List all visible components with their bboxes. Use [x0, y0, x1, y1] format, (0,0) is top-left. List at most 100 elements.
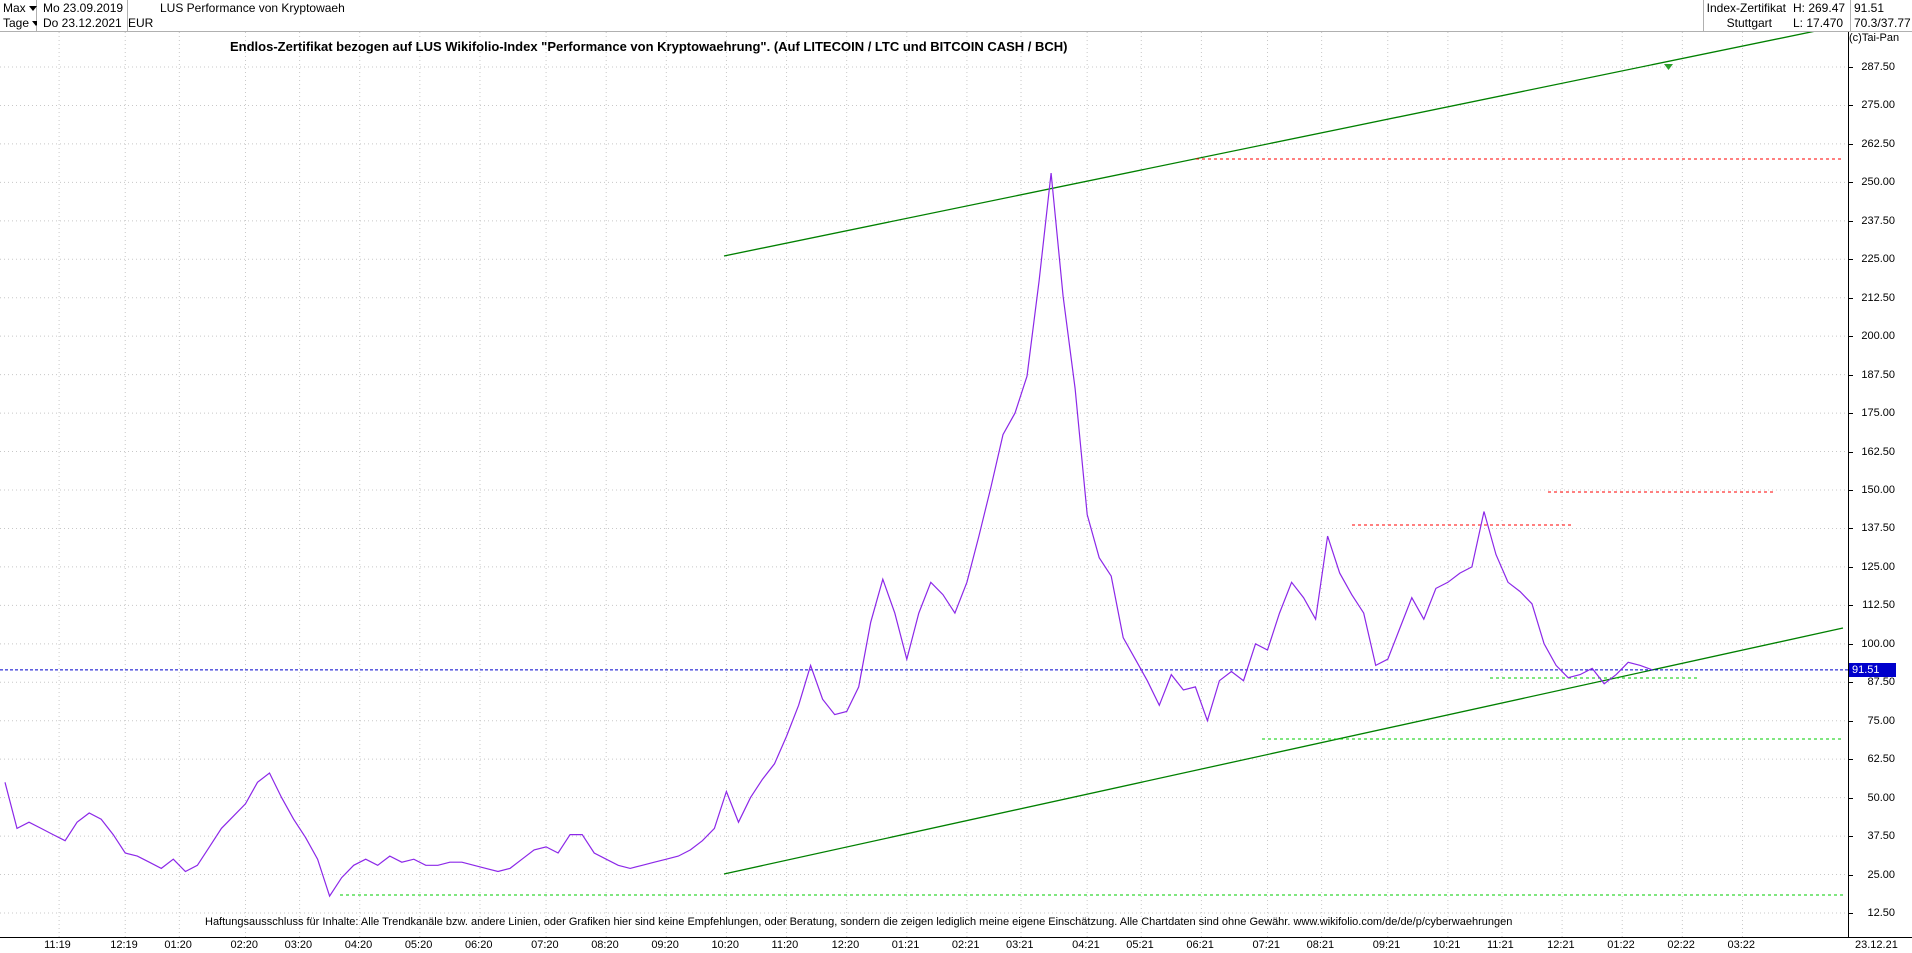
chart-footnote: Haftungsausschluss für Inhalte: Alle Tre…	[205, 916, 1513, 928]
y-axis: 12.50 25.00 37.50 50.00 62.50 75.00 87.50 100.0…	[1848, 32, 1912, 937]
instrument-type: Index-Zertifikat	[1706, 1, 1786, 15]
y-tick-label: 37.50	[1867, 830, 1895, 843]
y-tick-mark	[1849, 720, 1853, 722]
y-tick-mark	[1849, 605, 1853, 607]
y-tick-label: 175.00	[1861, 407, 1895, 420]
x-axis: 11:19 12:19 01:20 02:20 03:20 04:20 05:20 06:20…	[0, 937, 1912, 953]
y-tick-label: 275.00	[1861, 99, 1895, 112]
y-tick-label: 100.00	[1861, 637, 1895, 650]
low-value: L: 17.470	[1793, 16, 1844, 30]
y-tick-mark	[1849, 566, 1853, 568]
y-tick-label: 12.50	[1867, 907, 1895, 919]
x-tick-label: 03:21	[1006, 939, 1034, 951]
y-tick-mark	[1849, 105, 1853, 107]
trend-line-upper	[723, 32, 1815, 257]
x-tick-label: 12:21	[1547, 939, 1575, 951]
interval-select[interactable]: Tage	[3, 16, 41, 30]
y-tick-mark	[1849, 836, 1853, 838]
range-select[interactable]: Max	[3, 1, 37, 15]
x-tick-label: 07:20	[531, 939, 559, 951]
interval-select-label: Tage	[3, 16, 30, 30]
y-tick-mark	[1849, 182, 1853, 184]
x-tick-label: 07:21	[1252, 939, 1281, 951]
x-tick-label: 11:19	[44, 939, 71, 951]
x-tick-label: 11:20	[771, 939, 799, 951]
y-tick-mark	[1849, 451, 1853, 453]
y-tick-mark	[1849, 220, 1853, 222]
y-tick-label: 112.50	[1862, 599, 1895, 612]
high-value: H: 269.47	[1793, 1, 1846, 15]
x-tick-label: 09:21	[1372, 939, 1401, 951]
x-tick-label: 06:21	[1186, 939, 1214, 951]
chevron-down-icon	[28, 6, 37, 12]
header-date-box: Mo 23.09.2019 Do 23.12.2021	[37, 0, 128, 32]
x-tick-label: 10:21	[1432, 939, 1461, 951]
y-tick-label: 237.50	[1861, 214, 1895, 227]
x-tick-label: 12:19	[110, 939, 138, 951]
x-tick-label: 02:21	[951, 939, 980, 951]
y-tick-mark	[1849, 490, 1853, 491]
instrument-name: LUS Performance von Kryptowaeh	[160, 1, 345, 15]
y-tick-mark	[1849, 297, 1853, 299]
y-tick-mark	[1849, 336, 1853, 338]
y-tick-label: 75.00	[1867, 714, 1895, 727]
y-tick-mark	[1849, 67, 1853, 68]
y-tick-mark	[1849, 874, 1853, 876]
x-tick-label: 09:20	[651, 939, 679, 951]
range-value: 70.3/37.77	[1854, 16, 1911, 30]
last-value-label: 91.51	[1849, 662, 1896, 677]
end-date: Do 23.12.2021	[43, 16, 122, 30]
y-tick-label: 87.50	[1867, 676, 1895, 689]
y-tick-label: 137.50	[1861, 522, 1895, 535]
exchange: Stuttgart	[1726, 16, 1772, 30]
y-tick-mark	[1849, 913, 1853, 914]
header-name-box: LUS Performance von Kryptowaeh EUR	[128, 0, 1703, 32]
y-tick-mark	[1849, 413, 1853, 415]
chevron-down-icon	[32, 21, 41, 27]
trend-lines	[0, 32, 1848, 896]
x-tick-label: 05:21	[1126, 939, 1154, 951]
y-tick-label: 187.50	[1861, 368, 1895, 381]
x-tick-label: 01:22	[1607, 939, 1635, 951]
start-date: Mo 23.09.2019	[43, 1, 124, 15]
x-tick-label: 04:20	[344, 939, 373, 951]
y-tick-label: 50.00	[1867, 791, 1895, 804]
marker-triangle-icon	[1664, 64, 1673, 70]
y-tick-label: 262.50	[1861, 137, 1895, 150]
x-tick-label: 05:20	[404, 939, 433, 951]
x-tick-label: 08:21	[1306, 939, 1335, 951]
y-tick-label: 62.50	[1867, 753, 1895, 766]
x-tick-label: 12:20	[831, 939, 860, 951]
x-tick-label: 06:20	[464, 939, 493, 951]
y-tick-mark	[1849, 374, 1853, 376]
y-tick-mark	[1849, 759, 1853, 761]
currency: EUR	[128, 16, 154, 30]
header-last-box: 91.51 70.3/37.77	[1851, 0, 1912, 32]
x-tick-label: 10:20	[711, 939, 739, 951]
x-tick-label: 01:21	[891, 939, 920, 951]
chart-title: Endlos-Zertifikat bezogen auf LUS Wikifo…	[230, 39, 1068, 54]
y-tick-mark	[1849, 797, 1853, 799]
grid	[0, 32, 1848, 937]
x-tick-label: 04:21	[1072, 939, 1100, 951]
x-tick-label: 08:20	[591, 939, 619, 951]
y-tick-label: 250.00	[1861, 176, 1895, 189]
y-tick-mark	[1849, 682, 1853, 684]
x-end-label: 23.12.21	[1855, 939, 1898, 951]
header-range-box[interactable]: Max Tage	[0, 0, 41, 32]
header-hilo-box: H: 269.47 L: 17.470	[1790, 0, 1851, 32]
y-tick-label: 225.00	[1861, 253, 1895, 266]
x-tick-label: 02:22	[1667, 939, 1695, 951]
y-tick-label: 125.00	[1861, 560, 1895, 573]
x-tick-label: 02:20	[230, 939, 258, 951]
y-tick-label: 25.00	[1867, 868, 1895, 881]
copyright: (c)Tai-Pan	[1849, 32, 1900, 44]
x-tick-label: 01:20	[164, 939, 192, 951]
y-tick-label: 150.00	[1861, 484, 1895, 496]
chart-plot[interactable]	[0, 32, 1848, 937]
y-tick-label: 162.50	[1861, 445, 1895, 458]
x-tick-label: 11:21	[1486, 939, 1514, 951]
last-value: 91.51	[1854, 1, 1885, 15]
y-tick-label: 200.00	[1861, 330, 1895, 343]
header-exchange-box: Index-Zertifikat Stuttgart	[1703, 0, 1791, 32]
